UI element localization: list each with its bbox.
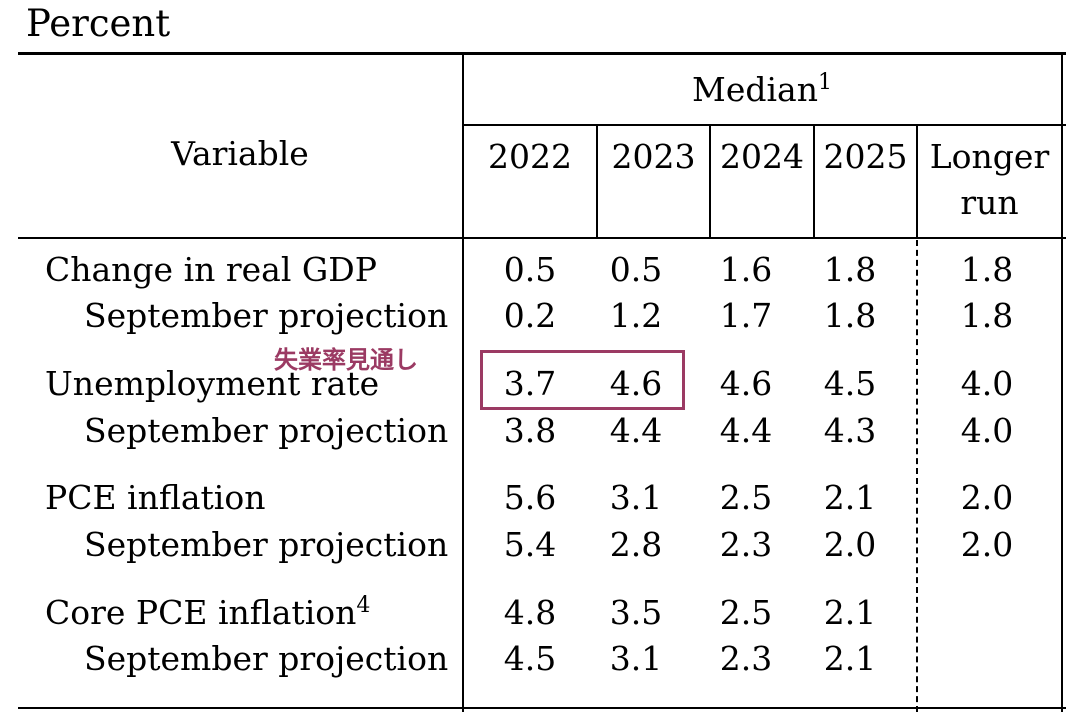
variable-label: Change in real GDP bbox=[45, 250, 377, 289]
longer-run-header-line2: run bbox=[960, 183, 1019, 222]
value-cell: 1.7 bbox=[719, 296, 773, 335]
september-projection-label: September projection bbox=[84, 296, 448, 335]
value-cell: 1.6 bbox=[719, 250, 773, 289]
value-cell: 1.8 bbox=[823, 296, 877, 335]
value-cell: 1.8 bbox=[823, 250, 877, 289]
september-projection-label: September projection bbox=[84, 411, 448, 450]
value-cell: 4.5 bbox=[823, 364, 877, 403]
value-cell: 0.5 bbox=[609, 250, 663, 289]
value-cell: 2.1 bbox=[823, 593, 877, 632]
top-rule bbox=[18, 52, 1066, 55]
value-cell: 2.5 bbox=[719, 593, 773, 632]
variable-label: Unemployment rate bbox=[45, 364, 379, 403]
median-rule bbox=[463, 124, 1066, 126]
september-projection-label: September projection bbox=[84, 639, 448, 678]
row-label-text: September projection bbox=[84, 296, 449, 335]
year-header: 2023 bbox=[611, 137, 696, 176]
year-header: 2022 bbox=[488, 137, 572, 176]
value-cell: 0.2 bbox=[503, 296, 557, 335]
value-cell: 2.1 bbox=[823, 639, 877, 678]
year-header: 2024 bbox=[720, 137, 804, 176]
variable-label: PCE inflation bbox=[45, 478, 265, 517]
value-cell: 4.3 bbox=[823, 411, 877, 450]
footnote-marker: 4 bbox=[356, 593, 371, 618]
row-label-text: Core PCE inflation bbox=[45, 593, 357, 632]
value-cell: 3.7 bbox=[503, 364, 557, 403]
row-label-text: September projection bbox=[84, 525, 449, 564]
header-bottom-rule bbox=[18, 237, 1066, 239]
longer-run-dashed-divider bbox=[916, 240, 918, 712]
value-cell: 4.4 bbox=[719, 411, 773, 450]
variable-header: Variable bbox=[171, 134, 309, 173]
longer-run-value: 4.0 bbox=[960, 411, 1014, 450]
value-cell: 4.8 bbox=[503, 593, 557, 632]
year-divider bbox=[709, 125, 711, 238]
value-cell: 3.8 bbox=[503, 411, 557, 450]
table-caption: Percent bbox=[26, 2, 171, 45]
longer-run-value: 1.8 bbox=[960, 296, 1014, 335]
september-projection-label: September projection bbox=[84, 525, 448, 564]
value-cell: 4.4 bbox=[609, 411, 663, 450]
value-cell: 5.6 bbox=[503, 478, 557, 517]
table-bottom-rule bbox=[18, 707, 1066, 709]
value-cell: 5.4 bbox=[503, 525, 557, 564]
value-cell: 4.6 bbox=[719, 364, 773, 403]
value-cell: 2.5 bbox=[719, 478, 773, 517]
value-cell: 2.3 bbox=[719, 525, 773, 564]
highlight-box bbox=[480, 350, 685, 410]
value-cell: 1.2 bbox=[609, 296, 663, 335]
row-label-text: Change in real GDP bbox=[45, 250, 377, 289]
longer-run-header-line1: Longer bbox=[929, 137, 1050, 176]
value-cell: 2.0 bbox=[823, 525, 877, 564]
row-label-text: September projection bbox=[84, 639, 449, 678]
row-label-text: Unemployment rate bbox=[45, 364, 380, 403]
variable-label: Core PCE inflation4 bbox=[45, 593, 370, 632]
row-label-text: PCE inflation bbox=[45, 478, 266, 517]
longer-run-value: 4.0 bbox=[960, 364, 1014, 403]
value-cell: 2.8 bbox=[609, 525, 663, 564]
label-column-divider bbox=[462, 55, 464, 712]
value-cell: 3.1 bbox=[609, 639, 663, 678]
year-divider bbox=[916, 125, 918, 238]
value-cell: 0.5 bbox=[503, 250, 557, 289]
year-divider bbox=[596, 125, 598, 238]
value-cell: 2.3 bbox=[719, 639, 773, 678]
value-cell: 3.5 bbox=[609, 593, 663, 632]
median-footnote-marker: 1 bbox=[817, 70, 832, 95]
longer-run-value: 2.0 bbox=[960, 478, 1014, 517]
value-cell: 2.1 bbox=[823, 478, 877, 517]
median-header: Median1 bbox=[692, 70, 832, 109]
right-border bbox=[1061, 55, 1063, 712]
value-cell: 4.6 bbox=[609, 364, 663, 403]
year-divider bbox=[813, 125, 815, 238]
year-header: 2025 bbox=[823, 137, 908, 176]
longer-run-value: 1.8 bbox=[960, 250, 1014, 289]
value-cell: 3.1 bbox=[609, 478, 663, 517]
value-cell: 4.5 bbox=[503, 639, 557, 678]
unemployment-outlook-annotation: 失業率見通し bbox=[274, 346, 418, 374]
longer-run-value: 2.0 bbox=[960, 525, 1014, 564]
row-label-text: September projection bbox=[84, 411, 449, 450]
